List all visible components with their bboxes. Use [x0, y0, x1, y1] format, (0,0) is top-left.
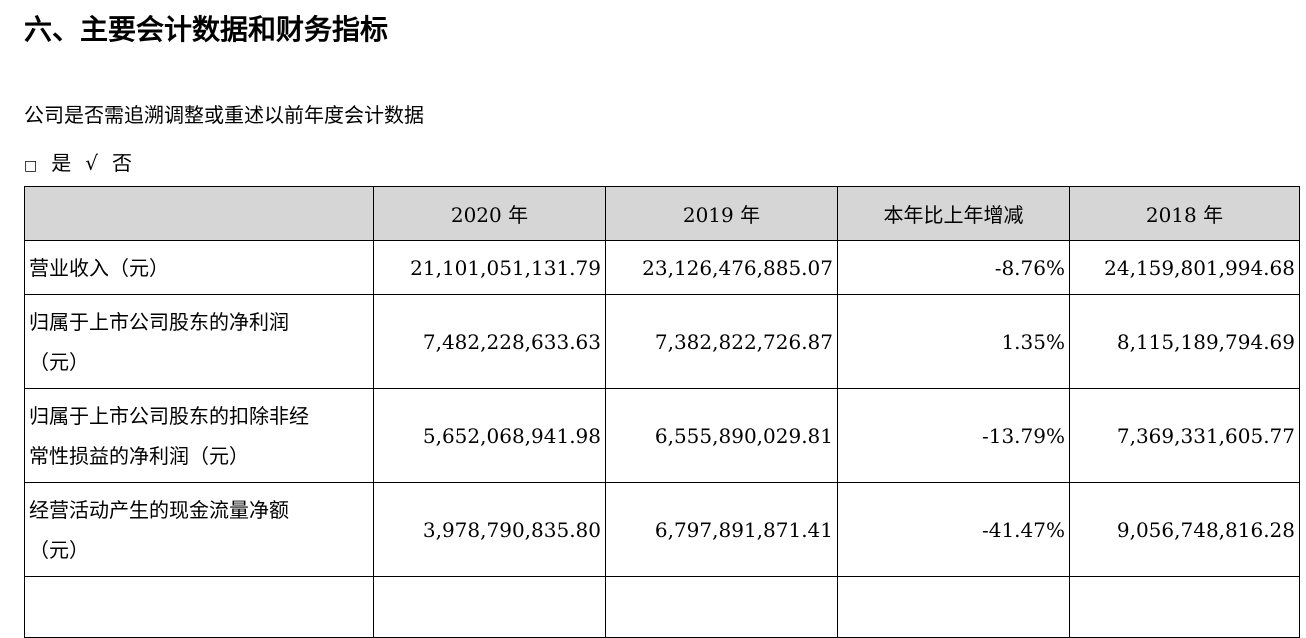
value-2018: 7,369,331,605.77	[1069, 388, 1300, 483]
row-label-line: 经营活动产生的现金流量净额	[29, 497, 289, 522]
value-change: -41.47%	[837, 482, 1070, 577]
header-2018: 2018 年	[1069, 186, 1300, 241]
row-label-line: （元）	[29, 537, 89, 562]
value-2020: 21,101,051,131.79	[373, 240, 606, 295]
empty-cell	[373, 576, 606, 638]
table-header-row: 2020 年 2019 年 本年比上年增减 2018 年	[24, 186, 1300, 241]
section-title: 六、主要会计数据和财务指标	[24, 13, 389, 46]
check-icon: √	[85, 151, 98, 175]
value-change: -8.76%	[837, 240, 1070, 295]
row-label-revenue: 营业收入（元）	[24, 240, 374, 295]
table-row: 经营活动产生的现金流量净额 （元） 3,978,790,835.80 6,797…	[24, 482, 1300, 577]
empty-cell	[24, 576, 374, 638]
row-label-operating-cash-flow: 经营活动产生的现金流量净额 （元）	[24, 482, 374, 577]
value-change: -13.79%	[837, 388, 1070, 483]
header-2020: 2020 年	[373, 186, 606, 241]
option-no-label: 否	[111, 151, 132, 175]
row-label-line: 营业收入（元）	[29, 255, 169, 280]
checkbox-icon: □	[24, 158, 38, 174]
table-row-cutoff	[24, 576, 1300, 638]
value-2020: 5,652,068,941.98	[373, 388, 606, 483]
value-change: 1.35%	[837, 294, 1070, 389]
row-label-net-profit-deducted: 归属于上市公司股东的扣除非经 常性损益的净利润（元）	[24, 388, 374, 483]
empty-cell	[1069, 576, 1300, 638]
value-2019: 23,126,476,885.07	[605, 240, 838, 295]
header-2019: 2019 年	[605, 186, 838, 241]
table-row: 营业收入（元） 21,101,051,131.79 23,126,476,885…	[24, 240, 1300, 295]
row-label-net-profit: 归属于上市公司股东的净利润 （元）	[24, 294, 374, 389]
value-2020: 7,482,228,633.63	[373, 294, 606, 389]
value-2019: 6,555,890,029.81	[605, 388, 838, 483]
empty-cell	[837, 576, 1070, 638]
value-2018: 9,056,748,816.28	[1069, 482, 1300, 577]
row-label-line: 常性损益的净利润（元）	[29, 443, 249, 468]
financial-data-table: 2020 年 2019 年 本年比上年增减 2018 年 营业收入（元） 21,…	[24, 186, 1300, 638]
value-2019: 7,382,822,726.87	[605, 294, 838, 389]
header-change: 本年比上年增减	[837, 186, 1070, 241]
value-2019: 6,797,891,871.41	[605, 482, 838, 577]
value-2018: 24,159,801,994.68	[1069, 240, 1300, 295]
option-yes-label: 是	[51, 151, 72, 175]
row-label-line: （元）	[29, 349, 89, 374]
row-label-line: 归属于上市公司股东的扣除非经	[29, 403, 309, 428]
restatement-question: 公司是否需追溯调整或重述以前年度会计数据	[24, 103, 424, 127]
value-2018: 8,115,189,794.69	[1069, 294, 1300, 389]
restatement-options: □ 是 √ 否	[24, 146, 146, 183]
empty-cell	[605, 576, 838, 638]
row-label-line: 归属于上市公司股东的净利润	[29, 309, 289, 334]
table-row: 归属于上市公司股东的净利润 （元） 7,482,228,633.63 7,382…	[24, 294, 1300, 389]
value-2020: 3,978,790,835.80	[373, 482, 606, 577]
table-row: 归属于上市公司股东的扣除非经 常性损益的净利润（元） 5,652,068,941…	[24, 388, 1300, 483]
header-corner-cell	[24, 186, 374, 241]
